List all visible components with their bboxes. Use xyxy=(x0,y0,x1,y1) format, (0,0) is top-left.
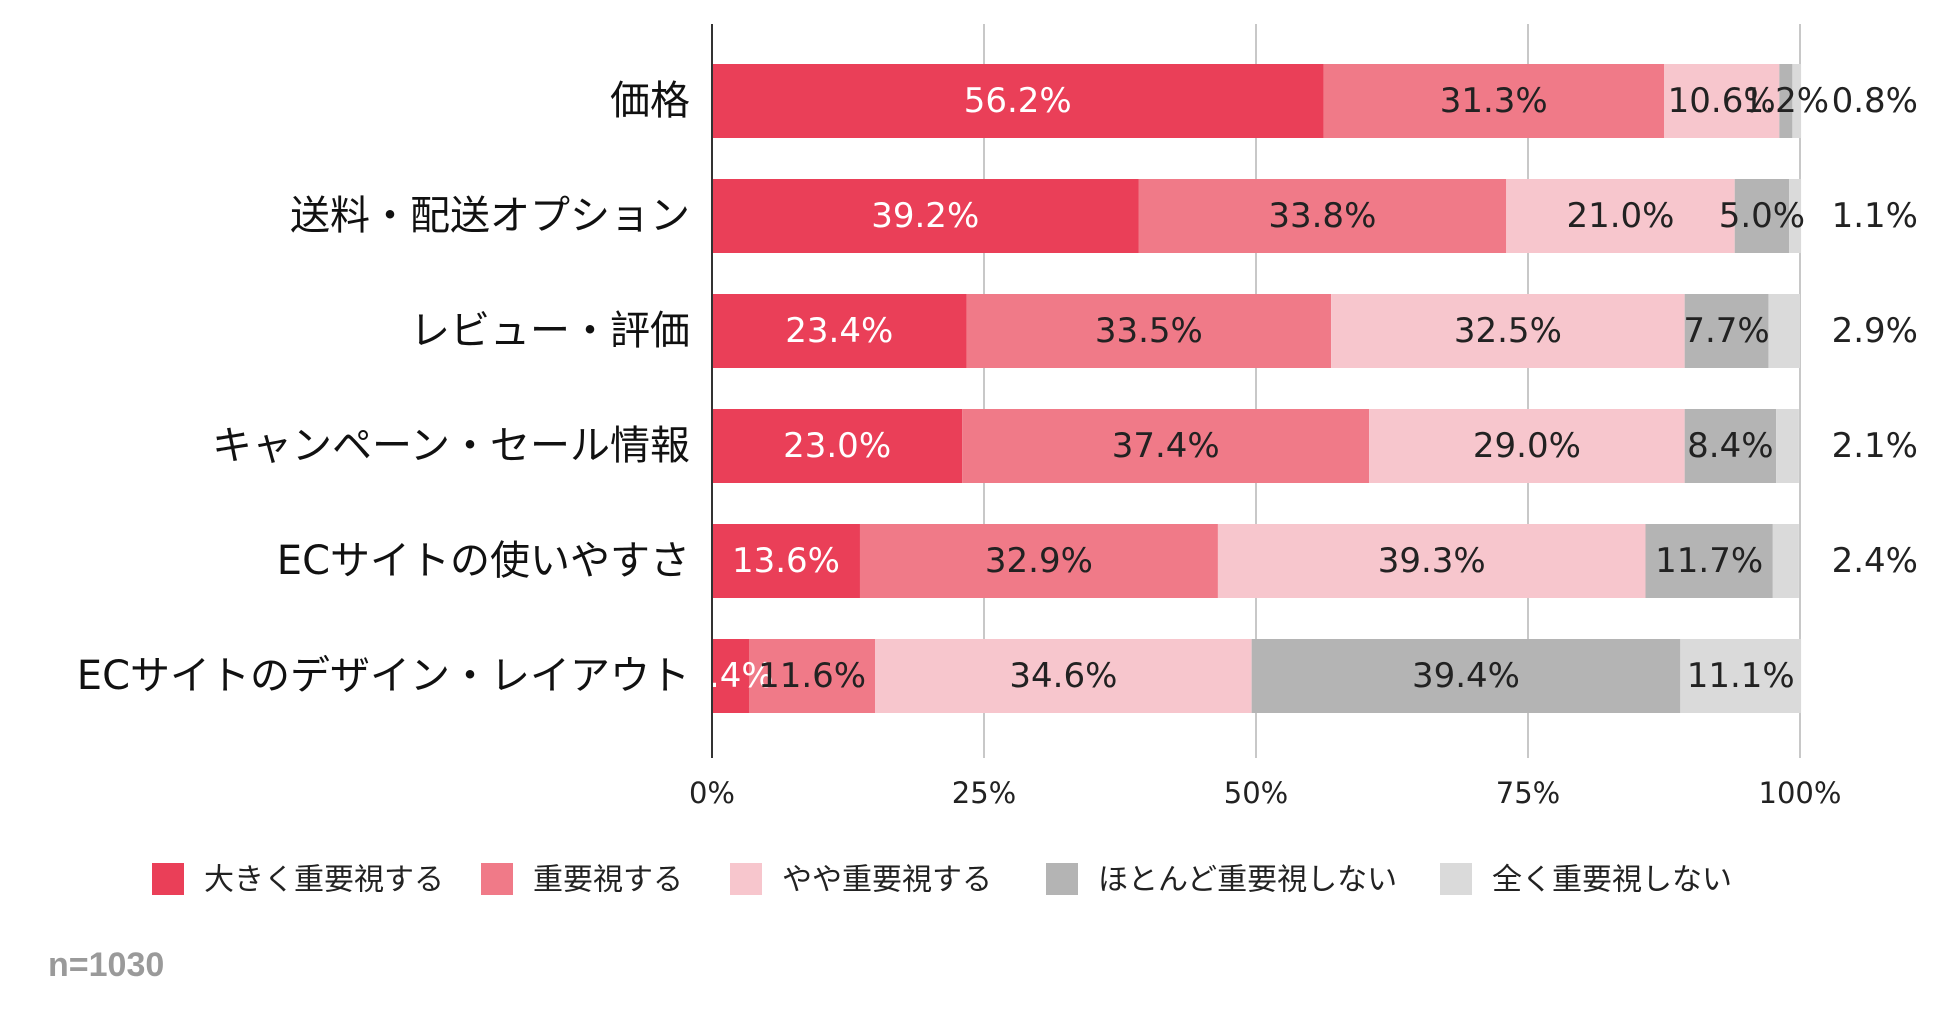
value-label: 39.3% xyxy=(1378,541,1486,581)
legend-label: 全く重要視しない xyxy=(1492,863,1732,898)
bar-segment xyxy=(712,64,1324,138)
bar-segment xyxy=(1684,409,1777,483)
bar-segment xyxy=(1323,64,1664,138)
bar-segment xyxy=(1664,64,1780,138)
bar-segment xyxy=(1792,64,1802,138)
value-label: 2.4% xyxy=(1832,541,1918,581)
value-label: 3.4% xyxy=(687,656,773,696)
value-label: 8.4% xyxy=(1687,426,1773,466)
value-label: 56.2% xyxy=(964,81,1072,121)
bar-segment xyxy=(712,524,860,598)
bar-segment xyxy=(962,409,1370,483)
value-label: 2.9% xyxy=(1832,311,1918,351)
value-label: 13.6% xyxy=(732,541,840,581)
value-label: 0.8% xyxy=(1832,81,1918,121)
value-label: 39.2% xyxy=(871,196,979,236)
bar-segment xyxy=(1645,524,1773,598)
bar-segment xyxy=(1779,64,1793,138)
value-label: 2.1% xyxy=(1832,426,1918,466)
value-label: 11.1% xyxy=(1687,656,1795,696)
value-label: 32.5% xyxy=(1454,311,1562,351)
bar-segment xyxy=(1331,294,1685,368)
legend-swatch xyxy=(1440,863,1472,895)
value-label: 34.6% xyxy=(1009,656,1117,696)
bar-segment xyxy=(712,179,1139,253)
category-label: キャンペーン・セール情報 xyxy=(212,423,690,469)
legend-swatch xyxy=(481,863,513,895)
bar-segment xyxy=(1776,409,1799,483)
value-label: 1.1% xyxy=(1832,196,1918,236)
bar-segment xyxy=(712,294,967,368)
value-label: 7.7% xyxy=(1683,311,1769,351)
category-label: ECサイトのデザイン・レイアウト xyxy=(77,653,690,699)
bar-segment xyxy=(859,524,1218,598)
legend-label: やや重要視する xyxy=(782,863,992,898)
value-label: 39.4% xyxy=(1412,656,1520,696)
legend-label: 重要視する xyxy=(533,863,683,898)
bar-segment xyxy=(1680,639,1802,713)
x-tick-label: 0% xyxy=(689,776,735,810)
value-label: 23.0% xyxy=(783,426,891,466)
bar-segment xyxy=(712,639,749,713)
value-label: 10.6% xyxy=(1668,81,1776,121)
legend-label: 大きく重要視する xyxy=(204,863,444,898)
value-label: 11.6% xyxy=(758,656,866,696)
value-labels: 56.2% 31.3% 10.6%1.2% 0.8% 39.2% 33.8% 21.0% 5.… xyxy=(687,81,1918,696)
gridlines xyxy=(983,24,1801,758)
bar-segment xyxy=(748,639,876,713)
bar-segment xyxy=(1506,179,1735,253)
value-label: 21.0% xyxy=(1566,196,1674,236)
value-label: 31.3% xyxy=(1440,81,1548,121)
x-tick-label: 75% xyxy=(1496,776,1560,810)
x-axis: 0% 25% 50% 75% 100% xyxy=(689,24,1841,810)
value-label: 5.0% xyxy=(1719,196,1805,236)
legend-swatch xyxy=(1046,863,1078,895)
value-label: 29.0% xyxy=(1473,426,1581,466)
bar-segment xyxy=(1251,639,1681,713)
bar-segment xyxy=(966,294,1332,368)
value-label: 1.2% xyxy=(1743,81,1829,121)
bar-segment xyxy=(712,409,963,483)
legend: 大きく重要視する 重要視する やや重要視する ほとんど重要視しない 全く重要視しない xyxy=(152,863,1732,898)
bar-segment xyxy=(1684,294,1769,368)
bars xyxy=(712,64,1802,713)
legend-swatch xyxy=(730,863,762,895)
value-label: 37.4% xyxy=(1112,426,1220,466)
value-label: 23.4% xyxy=(785,311,893,351)
bar-segment xyxy=(1217,524,1646,598)
legend-label: ほとんど重要視しない xyxy=(1098,863,1397,898)
category-label: ECサイトの使いやすさ xyxy=(277,538,690,584)
x-tick-label: 50% xyxy=(1224,776,1288,810)
legend-swatch xyxy=(152,863,184,895)
value-label: 11.7% xyxy=(1655,541,1763,581)
bar-segment xyxy=(1772,524,1799,598)
value-label: 33.8% xyxy=(1268,196,1376,236)
category-label: 送料・配送オプション xyxy=(290,193,690,239)
bar-segment xyxy=(1369,409,1685,483)
bar-segment xyxy=(1768,294,1800,368)
bar-segment xyxy=(1789,179,1802,253)
value-label: 33.5% xyxy=(1095,311,1203,351)
x-tick-label: 100% xyxy=(1759,776,1842,810)
category-label: 価格 xyxy=(610,78,690,124)
sample-size-note: n=1030 xyxy=(48,946,165,984)
bar-segment xyxy=(1138,179,1507,253)
x-tick-label: 25% xyxy=(952,776,1016,810)
value-label: 32.9% xyxy=(985,541,1093,581)
category-label: レビュー・評価 xyxy=(410,308,690,354)
bar-segment xyxy=(1734,179,1790,253)
bar-segment xyxy=(875,639,1252,713)
